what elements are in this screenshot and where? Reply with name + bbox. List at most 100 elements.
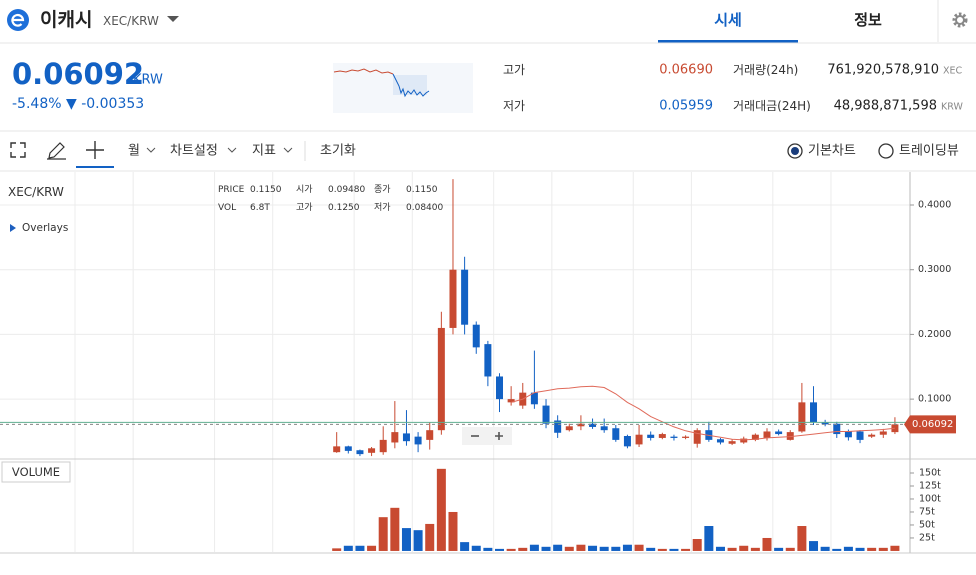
toolbar-item[interactable]: 초기화: [320, 144, 356, 159]
candle-body: [751, 434, 759, 440]
candle-body: [461, 269, 469, 325]
draw-icon[interactable]: [47, 142, 66, 160]
tab-underline: [658, 40, 798, 43]
volume-bar: [599, 546, 609, 551]
volume-bar: [657, 548, 667, 551]
candle-body: [589, 423, 597, 427]
dropdown-arrow[interactable]: [167, 16, 179, 22]
volume-bar: [506, 548, 516, 551]
price-panel: 0.06092 KRW -5.48% ▼ -0.00353 고가 0.06690…: [12, 57, 963, 114]
chevron: [227, 147, 237, 153]
volume-bar: [564, 546, 574, 551]
volume-bar: [634, 544, 644, 551]
candle-body: [716, 439, 724, 443]
stat-label: 고가: [503, 63, 525, 77]
volume-bar: [692, 539, 702, 551]
info-value: 0.08400: [406, 203, 443, 213]
candle-body: [391, 432, 399, 443]
y-tick-label: 0.3000: [918, 264, 951, 275]
volume-bar: [460, 542, 470, 551]
info-label: 시가: [296, 184, 313, 195]
stat-label: 거래대금(24H): [733, 99, 811, 113]
candle-body: [763, 431, 771, 438]
volume-bar: [878, 547, 888, 551]
candle-body: [449, 269, 457, 328]
volume-bar: [553, 544, 563, 551]
candle-body: [844, 431, 852, 438]
volume-bar: [785, 547, 795, 551]
candle-body: [810, 402, 818, 423]
toolbar-item[interactable]: 차트설정: [170, 144, 218, 159]
y-tick-label: 50t: [919, 519, 935, 530]
radio-dot: [791, 147, 799, 155]
radio[interactable]: [878, 143, 894, 159]
volume-bar: [343, 545, 353, 551]
volume-bar: [332, 548, 342, 551]
volume-bar: [890, 545, 900, 551]
stat-value: 761,920,578,910: [827, 63, 939, 78]
chart-symbol: XEC/KRW: [8, 185, 64, 199]
volume-bar: [367, 545, 377, 551]
toolbar-item[interactable]: 월: [128, 144, 140, 159]
volume-bar: [529, 544, 539, 551]
crosshair-icon[interactable]: [86, 141, 104, 159]
info-value: 0.09480: [328, 185, 365, 195]
y-tick-label: 0.1000: [918, 394, 951, 405]
chart-mode[interactable]: 트레이딩뷰: [899, 144, 959, 159]
volume-bar: [448, 511, 458, 551]
volume-bar: [518, 547, 528, 551]
candle-body: [658, 434, 666, 438]
overlays-label[interactable]: Overlays: [22, 222, 68, 234]
volume-bar: [483, 547, 493, 551]
chart-mode[interactable]: 기본차트: [808, 144, 856, 159]
tab[interactable]: 시세: [714, 11, 742, 29]
current-price: 0.06092: [12, 57, 144, 91]
settings-icon[interactable]: [952, 12, 968, 28]
volume-bar: [809, 541, 819, 551]
candle-body: [496, 376, 504, 400]
y-tick-label: 0.2000: [918, 329, 951, 340]
candle-body: [728, 441, 736, 444]
coin-name: 이캐시: [40, 9, 92, 31]
volume-title-box: [1, 461, 71, 483]
volume-bar: [739, 545, 749, 551]
candle-body: [484, 344, 492, 377]
volume-bar: [750, 547, 760, 551]
mini-chart-line: [392, 73, 430, 98]
tab[interactable]: 정보: [854, 11, 882, 29]
candle-body: [647, 434, 655, 438]
candle-body: [635, 434, 643, 445]
overlays-toggle[interactable]: [10, 224, 16, 232]
candle-body: [344, 446, 352, 451]
volume-bar: [855, 547, 865, 551]
candle-body: [891, 424, 899, 433]
candle-body: [833, 423, 841, 435]
volume-bar: [867, 547, 877, 551]
moving-average: [510, 385, 895, 441]
candle-body: [775, 431, 783, 435]
y-tick-label: 0.4000: [918, 200, 951, 211]
candle-body: [414, 436, 422, 445]
volume-bar: [774, 547, 784, 551]
zoom-in[interactable]: [495, 432, 503, 440]
volume-bar: [495, 548, 505, 551]
chevron: [146, 147, 156, 153]
toolbar-item[interactable]: 지표: [252, 144, 276, 159]
gear-teeth: [952, 12, 968, 28]
volume-bar: [378, 517, 388, 551]
candle-body: [786, 432, 794, 440]
volume-bar: [797, 526, 807, 551]
info-value: 0.1150: [250, 185, 282, 195]
candle-body: [693, 430, 701, 444]
volume-bar: [471, 545, 481, 551]
info-label: 고가: [296, 202, 313, 213]
candle-body: [356, 450, 364, 455]
candle-body: [368, 448, 376, 453]
fullscreen-icon[interactable]: [10, 142, 26, 158]
volume-bar: [681, 548, 691, 551]
candle-body: [600, 426, 608, 431]
volume-bar: [843, 546, 853, 551]
y-tick-label: 150t: [919, 467, 941, 478]
